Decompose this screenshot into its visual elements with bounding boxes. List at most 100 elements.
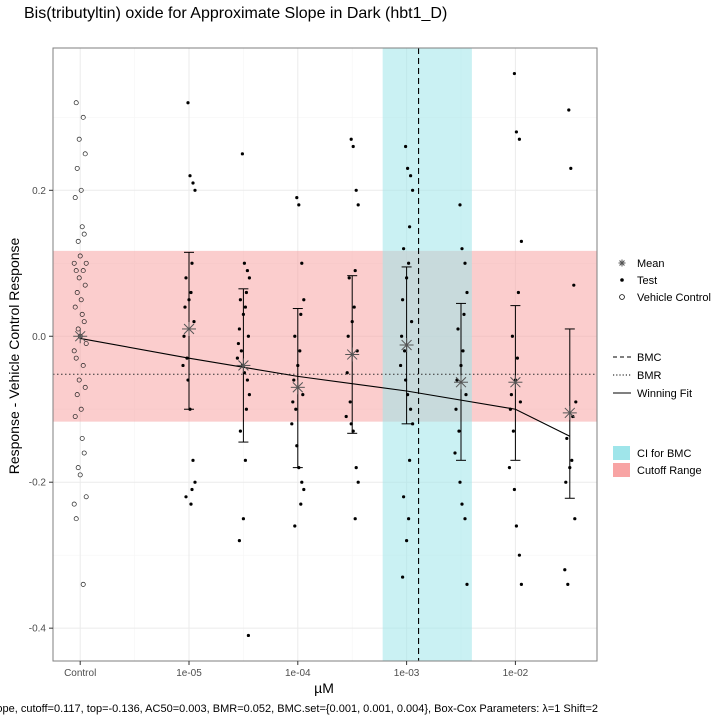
y-tick-label: -0.4 (29, 624, 47, 635)
mean-marker-stroke (401, 339, 412, 351)
test-point (183, 305, 187, 309)
vehicle-control-point (81, 319, 87, 325)
test-point (464, 393, 468, 397)
vehicle-control-point (72, 195, 78, 201)
test-point (348, 400, 352, 404)
test-point (243, 458, 247, 462)
plot-panel (52, 47, 598, 662)
test-point (354, 188, 358, 192)
test-point (184, 276, 188, 280)
test-point (293, 334, 297, 338)
test-point (293, 524, 297, 528)
test-point (403, 349, 407, 353)
vehicle-control-point (77, 472, 83, 478)
legend-label: Test (637, 275, 657, 287)
test-point (408, 225, 412, 229)
mean-point (290, 380, 305, 395)
test-point (184, 495, 188, 499)
mean-marker-stroke (74, 330, 86, 342)
test-point (189, 290, 193, 295)
test-point (294, 407, 298, 411)
test-point (241, 517, 245, 521)
mean-marker-stroke (292, 382, 304, 393)
vehicle-control-point (72, 414, 78, 419)
test-point (507, 466, 511, 470)
test-point (349, 137, 353, 141)
x-tick-label: 1e-03 (394, 668, 420, 679)
legend-label: Vehicle Control (637, 292, 711, 304)
test-point (244, 290, 248, 295)
test-point (517, 553, 522, 557)
vehicle-control-point (76, 275, 82, 281)
test-point (295, 196, 299, 200)
test-point (509, 393, 513, 397)
test-point (299, 312, 303, 316)
winning-fit-line (80, 337, 571, 437)
test-point (239, 349, 243, 353)
test-point (409, 174, 413, 178)
test-point (463, 517, 467, 521)
test-point (242, 261, 246, 265)
vehicle-control-point (79, 224, 85, 230)
mean-marker-stroke (510, 376, 521, 388)
vehicle-control-point (82, 384, 88, 390)
test-point (411, 188, 415, 192)
legend-fill-icon (613, 463, 630, 477)
test-point (193, 480, 197, 484)
test-point (189, 502, 193, 506)
y-axis: 0.2 0.0 -0.2 -0.4 (29, 186, 53, 635)
vehicle-control-point (75, 465, 81, 471)
test-point (302, 298, 306, 302)
legend: Mean Test Vehicle Control BMC BMR Winning Fit… (613, 258, 711, 477)
test-point (465, 582, 469, 586)
test-point (245, 378, 249, 382)
chart-caption: Dark_Approx_Slope, cutoff=0.117, top=-0.… (0, 703, 598, 715)
test-point (409, 407, 413, 411)
test-point (301, 393, 305, 397)
test-point (193, 188, 197, 192)
test-point (191, 181, 195, 185)
test-point (356, 480, 360, 484)
vehicle-control-point (73, 355, 79, 361)
test-point (352, 305, 356, 309)
vehicle-control-point (82, 151, 88, 157)
legend-test-icon (620, 278, 624, 282)
test-point (300, 480, 304, 484)
legend-label: Cutoff Range (637, 465, 702, 477)
legend-vehicle-icon (619, 294, 625, 300)
vehicle-control-point (71, 260, 77, 266)
test-point (407, 517, 411, 521)
legend-label: CI for BMC (637, 448, 691, 460)
test-point (192, 320, 196, 324)
test-point (188, 174, 192, 178)
test-point (190, 487, 194, 492)
legend-label: BMC (637, 352, 662, 364)
vehicle-control-point (71, 501, 77, 507)
test-point (401, 298, 405, 302)
vehicle-control-point (77, 253, 83, 259)
vehicle-control-point (83, 341, 89, 347)
vehicle-control-point (81, 450, 87, 456)
test-point (411, 422, 415, 426)
mean-marker-stroke (619, 260, 625, 266)
test-point (457, 429, 461, 433)
test-point (408, 458, 412, 462)
test-point (246, 633, 250, 638)
mean-point (508, 375, 523, 390)
test-point (570, 458, 574, 462)
vehicle-control-point (71, 348, 77, 354)
vehicle-control-point (78, 187, 84, 193)
test-point (567, 108, 571, 112)
vehicle-control-point (79, 311, 85, 317)
y-tick-label: 0.2 (32, 186, 46, 197)
test-point (297, 203, 301, 207)
test-point (290, 422, 294, 426)
mean-point (236, 358, 251, 373)
legend-label: BMR (637, 370, 662, 382)
vehicle-control-point (74, 392, 80, 398)
test-point (518, 400, 523, 404)
test-point (512, 71, 517, 76)
test-point (246, 334, 250, 338)
test-point (344, 414, 348, 419)
test-point (463, 261, 467, 265)
